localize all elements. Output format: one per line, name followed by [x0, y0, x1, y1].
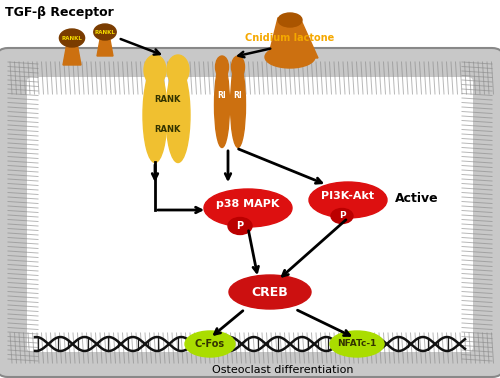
Text: TGF-β Receptor: TGF-β Receptor [5, 6, 114, 19]
Polygon shape [268, 18, 318, 58]
Text: RANK: RANK [154, 125, 180, 135]
Text: RI: RI [234, 90, 242, 99]
Text: P: P [338, 212, 345, 220]
Text: NFATc-1: NFATc-1 [338, 339, 376, 349]
Ellipse shape [144, 55, 166, 85]
Ellipse shape [232, 56, 244, 78]
Ellipse shape [143, 68, 167, 163]
Ellipse shape [185, 331, 235, 357]
Polygon shape [97, 39, 113, 56]
Ellipse shape [60, 29, 84, 47]
Text: RANK: RANK [154, 96, 180, 104]
Text: Osteoclast differentiation: Osteoclast differentiation [212, 365, 354, 375]
FancyBboxPatch shape [0, 48, 500, 377]
Text: RI: RI [218, 90, 226, 99]
Ellipse shape [230, 62, 246, 147]
Ellipse shape [278, 13, 302, 27]
Text: p38 MAPK: p38 MAPK [216, 199, 280, 209]
Ellipse shape [229, 275, 311, 309]
Ellipse shape [265, 46, 315, 68]
Ellipse shape [330, 331, 384, 357]
Ellipse shape [167, 55, 189, 85]
Text: RANKL: RANKL [62, 36, 82, 40]
Text: CREB: CREB [252, 285, 288, 299]
Ellipse shape [309, 182, 387, 218]
Text: C-Fos: C-Fos [195, 339, 225, 349]
Text: P: P [236, 221, 244, 231]
Ellipse shape [94, 24, 116, 40]
Ellipse shape [166, 68, 190, 163]
Ellipse shape [216, 56, 228, 78]
Ellipse shape [331, 209, 353, 223]
Ellipse shape [214, 62, 230, 147]
FancyBboxPatch shape [27, 77, 473, 352]
Text: Cnidium lactone: Cnidium lactone [246, 33, 334, 43]
Text: Active: Active [395, 192, 438, 204]
Text: RANKL: RANKL [94, 29, 116, 34]
Polygon shape [63, 45, 81, 65]
Ellipse shape [228, 217, 252, 234]
Ellipse shape [204, 189, 292, 227]
Text: PI3K-Akt: PI3K-Akt [322, 191, 374, 201]
